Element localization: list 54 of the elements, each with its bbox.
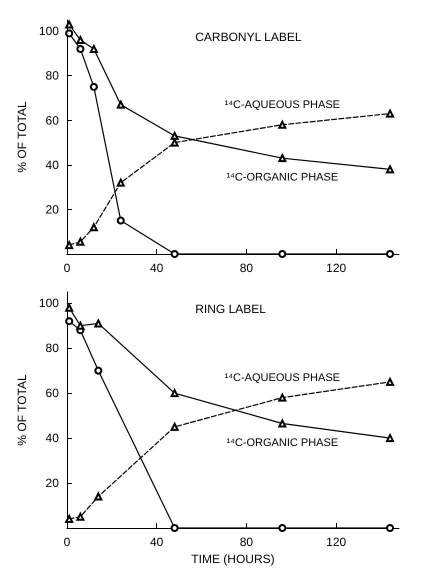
point xyxy=(76,322,84,330)
point xyxy=(76,44,84,53)
y-tick-label: 80 xyxy=(46,341,60,356)
point xyxy=(170,138,179,147)
x-tick-label: 0 xyxy=(64,261,71,275)
x-tick-label: 40 xyxy=(150,535,164,549)
point xyxy=(386,524,394,532)
point xyxy=(116,178,125,187)
y-axis-title: % OF TOTAL xyxy=(15,101,29,173)
point xyxy=(116,100,125,109)
x-tick-label: 120 xyxy=(326,261,347,275)
series-label: ¹⁴C-ORGANIC PHASE xyxy=(226,436,338,449)
point xyxy=(386,378,394,386)
series-label: ¹⁴C-AQUEOUS PHASE xyxy=(224,372,340,384)
text: RING LABEL xyxy=(195,302,266,316)
point xyxy=(94,319,102,328)
y-tick-label: 60 xyxy=(46,113,60,128)
y-tick-label: 40 xyxy=(46,431,60,446)
point xyxy=(278,120,286,129)
y-tick-label: 40 xyxy=(46,158,60,172)
y-tick-label: 20 xyxy=(46,476,60,490)
point xyxy=(170,422,179,431)
point xyxy=(90,44,98,53)
point xyxy=(278,419,286,428)
point xyxy=(76,238,84,246)
point xyxy=(170,132,179,140)
x-tick-label: 80 xyxy=(240,261,254,275)
y-tick-label: 100 xyxy=(38,24,60,38)
point xyxy=(170,524,179,532)
point xyxy=(386,165,394,174)
point xyxy=(116,216,125,225)
point xyxy=(278,524,286,532)
point xyxy=(170,250,179,258)
x-tick-label: 80 xyxy=(240,535,254,549)
y-tick-label: 80 xyxy=(46,68,60,83)
series-label: ¹⁴C-AQUEOUS PHASE xyxy=(224,99,340,112)
x-axis-title: TIME (HOURS) xyxy=(191,552,275,566)
y-tick-label: 100 xyxy=(38,296,60,310)
x-tick-label: 40 xyxy=(150,261,164,275)
y-tick-label: 20 xyxy=(46,202,60,216)
point xyxy=(76,512,84,521)
point xyxy=(65,317,74,326)
point xyxy=(278,250,286,258)
x-tick-label: 0 xyxy=(64,535,71,549)
x-tick-label: 120 xyxy=(326,535,347,549)
series-label: ¹⁴C-ORGANIC PHASE xyxy=(226,172,338,184)
y-tick-label: 60 xyxy=(46,386,60,400)
y-axis-title: % OF TOTAL xyxy=(15,374,29,446)
point xyxy=(90,223,98,232)
point xyxy=(65,29,74,38)
point xyxy=(386,250,394,258)
point xyxy=(90,82,98,91)
point xyxy=(94,366,102,375)
text: CARBONYL LABEL xyxy=(195,30,302,44)
